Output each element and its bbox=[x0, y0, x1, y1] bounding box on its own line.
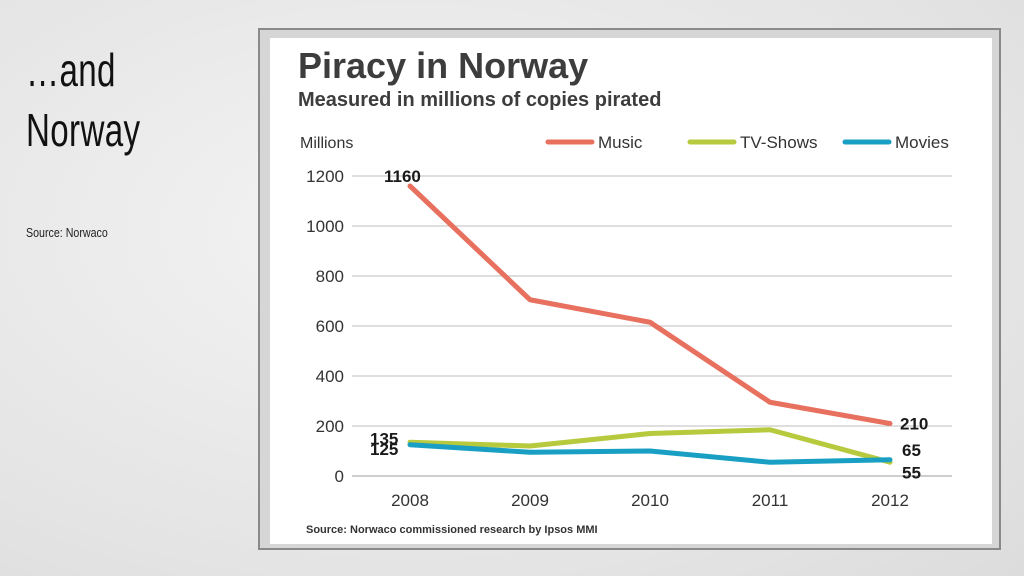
piracy-line-chart: Piracy in Norway Measured in millions of… bbox=[298, 45, 952, 536]
series-line-tv-shows bbox=[407, 427, 893, 465]
data-label-music-2008: 1160 bbox=[384, 167, 421, 186]
data-label-music-2012: 210 bbox=[900, 415, 928, 434]
y-axis-ticks: 0 200 400 600 800 1000 1200 bbox=[306, 167, 344, 486]
data-label-tv-shows-2012: 55 bbox=[902, 463, 921, 482]
y-tick-0: 0 bbox=[335, 467, 344, 486]
x-axis-ticks: 2008 2009 2010 2011 2012 bbox=[391, 491, 909, 510]
data-label-movies-2008: 125 bbox=[370, 440, 398, 459]
legend-label-movies: Movies bbox=[895, 133, 949, 152]
legend-label-tv-shows: TV-Shows bbox=[740, 133, 817, 152]
y-tick-1200: 1200 bbox=[306, 167, 344, 186]
chart-source: Source: Norwaco commissioned research by… bbox=[306, 524, 598, 536]
y-tick-600: 600 bbox=[316, 317, 344, 336]
chart-title: Piracy in Norway bbox=[298, 45, 588, 86]
x-tick-2008: 2008 bbox=[391, 491, 429, 510]
chart-lines bbox=[407, 183, 893, 465]
y-tick-800: 800 bbox=[316, 267, 344, 286]
chart-subtitle: Measured in millions of copies pirated bbox=[298, 89, 661, 111]
slide-title: …and Norway bbox=[26, 44, 141, 156]
series-line-music bbox=[407, 183, 893, 426]
series-line-movies bbox=[407, 442, 893, 465]
y-axis-label: Millions bbox=[300, 135, 353, 152]
x-tick-2009: 2009 bbox=[511, 491, 549, 510]
y-tick-1000: 1000 bbox=[306, 217, 344, 236]
slide-source: Source: Norwaco bbox=[26, 225, 108, 240]
legend-label-music: Music bbox=[598, 133, 643, 152]
x-tick-2012: 2012 bbox=[871, 491, 909, 510]
data-label-movies-2012: 65 bbox=[902, 441, 921, 460]
y-tick-200: 200 bbox=[316, 417, 344, 436]
chart-panel: Piracy in Norway Measured in millions of… bbox=[270, 38, 992, 544]
x-tick-2011: 2011 bbox=[752, 491, 789, 510]
chart-legend: Music TV-Shows Movies bbox=[545, 133, 949, 152]
data-label-tv-shows-2008: 135 bbox=[370, 429, 398, 448]
y-tick-400: 400 bbox=[316, 367, 344, 386]
x-tick-2010: 2010 bbox=[631, 491, 669, 510]
